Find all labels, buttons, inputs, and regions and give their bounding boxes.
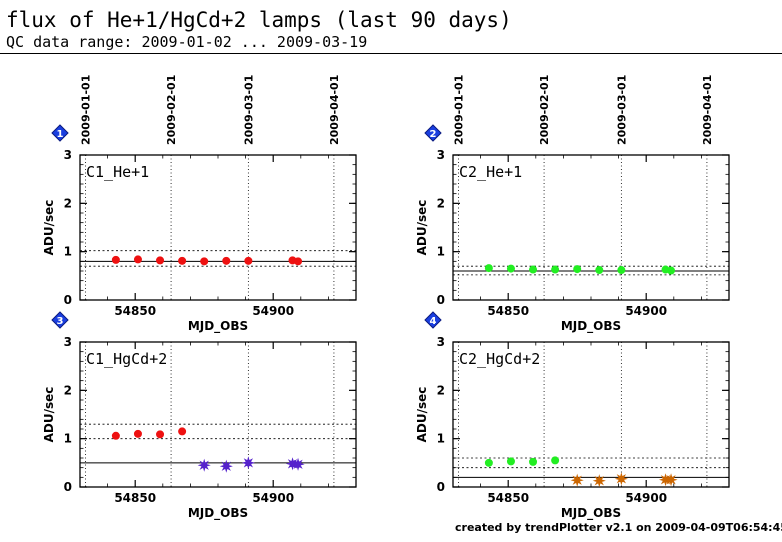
data-point-star [219,459,233,473]
y-tick-label: 2 [437,383,445,397]
data-point [200,257,209,266]
y-tick-label: 2 [64,196,72,210]
date-label: 2009-02-01 [165,75,178,145]
badge-diamond-icon [51,124,69,142]
badge-diamond-icon [51,311,69,329]
badge-diamond-icon [424,311,442,329]
badge-diamond-icon [424,124,442,142]
data-point-star [241,456,255,470]
y-axis-label: ADU/sec [415,387,429,443]
page-subtitle: QC data range: 2009-01-02 ... 2009-03-19 [6,33,368,51]
data-point [178,427,187,436]
data-point [617,266,626,275]
date-label: 2009-01-01 [453,75,466,145]
panel-label: C2_HgCd+2 [459,350,540,368]
credit-footer: created by trendPlotter v2.1 on 2009-04-… [455,521,782,534]
badge-number: 1 [57,129,64,140]
data-point [484,264,493,273]
badge-number: 4 [430,316,437,327]
x-tick-label: 54850 [487,491,529,505]
date-label: 2009-02-01 [538,75,551,145]
data-point [156,256,165,265]
badge-number: 3 [57,316,64,327]
data-point [506,457,515,466]
trend-panel-1: 0 1 2 3 54850 54900 MJD_OBS ADU/sec 2009-01-01 20… [42,75,357,334]
trend-panel-3: 0 1 2 3 54850 54900 MJD_OBS ADU/sec C1_HgCd+2 3 [42,311,357,521]
x-tick-label: 54900 [625,304,667,318]
badge-number: 2 [430,129,437,140]
data-point [244,256,253,265]
data-point [156,430,165,439]
y-tick-label: 0 [437,293,445,307]
date-label: 2009-01-01 [80,75,93,145]
x-tick-label: 54850 [114,304,156,318]
data-point [294,257,303,266]
y-axis-label: ADU/sec [42,200,56,256]
y-tick-label: 0 [64,293,72,307]
data-point [595,266,604,275]
data-point [551,265,560,274]
data-point [111,431,120,440]
x-tick-label: 54900 [252,304,294,318]
date-label: 2009-04-01 [328,75,341,145]
y-tick-label: 1 [437,432,445,446]
y-tick-label: 1 [64,245,72,259]
data-point [484,458,493,467]
trend-panel-4: 0 1 2 3 54850 54900 MJD_OBS ADU/sec C2_HgCd+2 4 [415,311,730,521]
y-tick-label: 3 [64,148,72,162]
x-tick-label: 54850 [114,491,156,505]
y-tick-label: 3 [437,335,445,349]
y-tick-label: 3 [437,148,445,162]
date-label: 2009-04-01 [701,75,714,145]
x-tick-label: 54850 [487,304,529,318]
panel-label: C1_HgCd+2 [86,350,167,368]
y-tick-label: 1 [64,432,72,446]
x-axis-label: MJD_OBS [561,506,621,521]
x-tick-label: 54900 [625,491,667,505]
data-point [551,456,560,465]
data-point [573,265,582,274]
date-label: 2009-03-01 [615,75,628,145]
data-point [529,457,538,466]
x-tick-label: 54900 [252,491,294,505]
y-tick-label: 0 [437,480,445,494]
data-point [529,265,538,274]
data-point [111,255,120,264]
y-tick-label: 3 [64,335,72,349]
data-point [506,264,515,273]
data-point [178,256,187,265]
data-point [222,256,231,265]
y-tick-label: 2 [64,383,72,397]
panel-label: C2_He+1 [459,163,522,181]
data-point-star [291,457,305,471]
x-axis-label: MJD_OBS [188,319,248,334]
y-axis-label: ADU/sec [415,200,429,256]
data-point-star [592,474,606,488]
data-point [133,255,142,264]
y-tick-label: 1 [437,245,445,259]
data-point-star [197,458,211,472]
header-divider [0,53,782,54]
data-point [133,429,142,438]
panel-label: C1_He+1 [86,163,149,181]
data-point-star [614,472,628,486]
data-point-star [570,473,584,487]
data-point-star [664,473,678,487]
page-title: flux of He+1/HgCd+2 lamps (last 90 days) [6,8,512,32]
x-axis-label: MJD_OBS [188,506,248,521]
date-label: 2009-03-01 [242,75,255,145]
data-point [667,266,676,275]
x-axis-label: MJD_OBS [561,319,621,334]
y-tick-label: 0 [64,480,72,494]
y-axis-label: ADU/sec [42,387,56,443]
y-tick-label: 2 [437,196,445,210]
